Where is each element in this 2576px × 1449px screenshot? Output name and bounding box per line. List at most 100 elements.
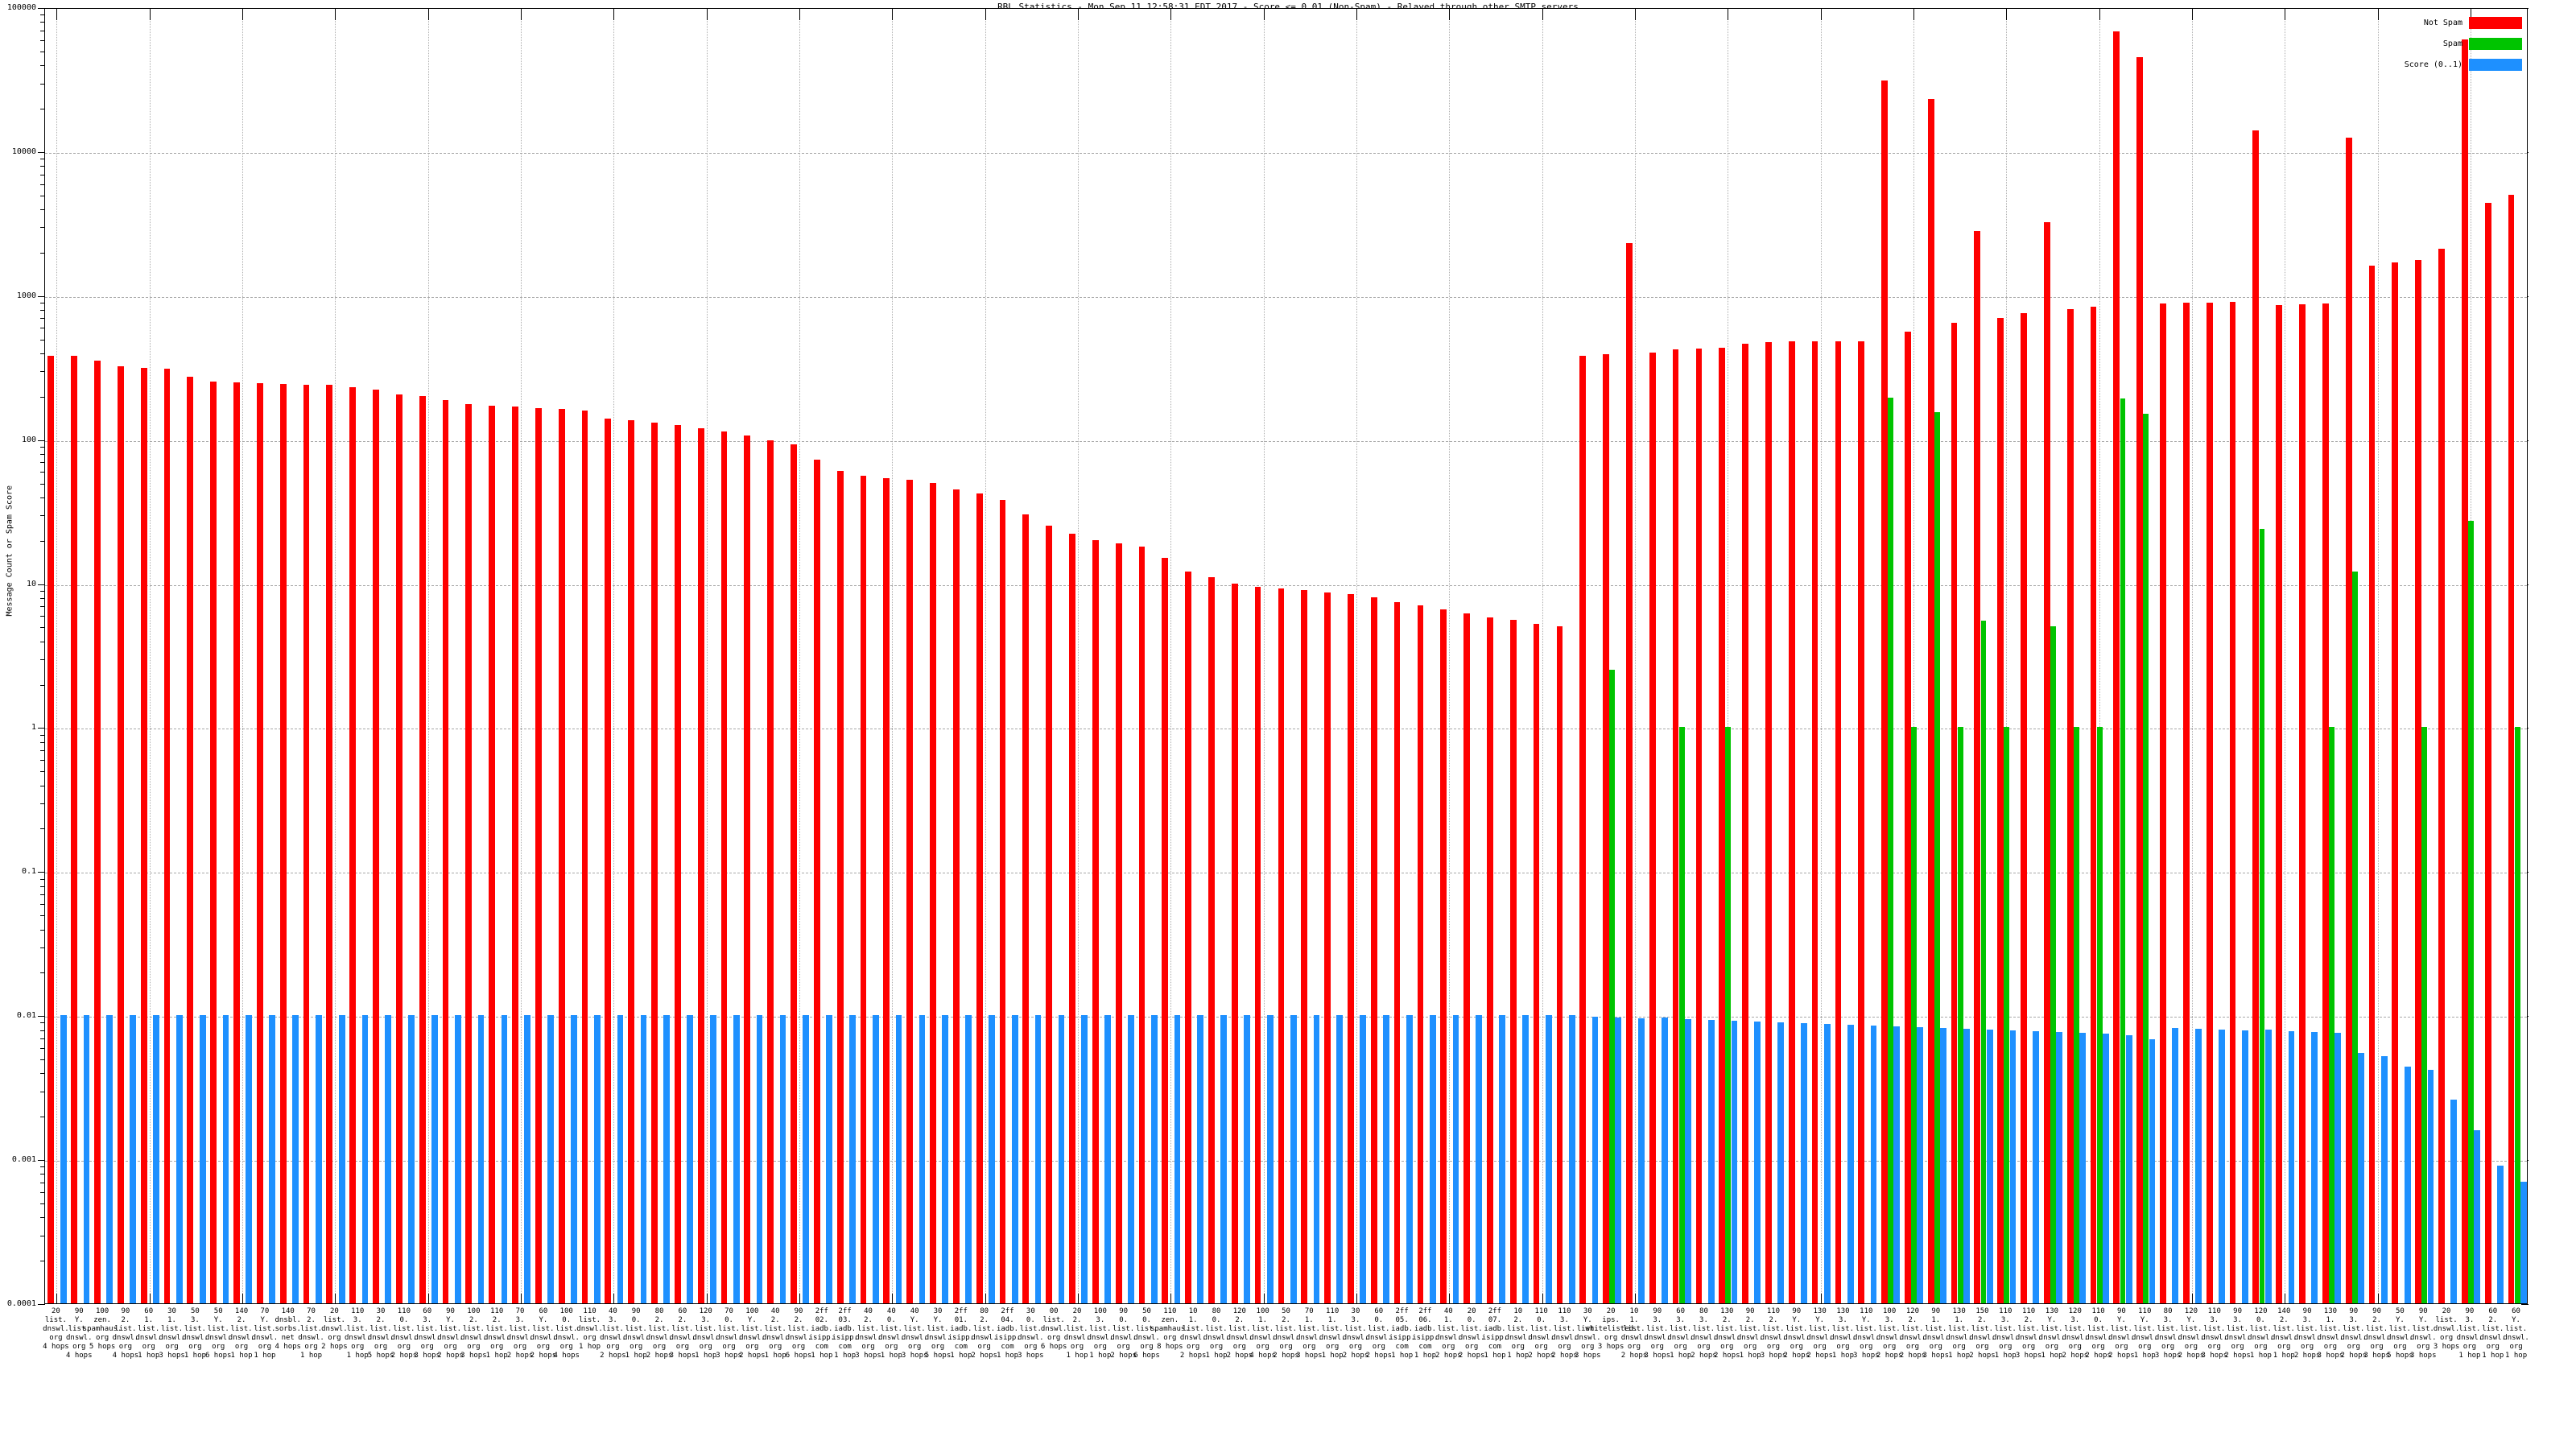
x-axis-label-line: 1 hop xyxy=(1507,1352,1530,1360)
y-tick-minor xyxy=(40,597,45,599)
x-axis-label-line: dnswl. xyxy=(1505,1334,1532,1342)
x-axis-label-line: 80 xyxy=(1699,1307,1708,1315)
x-axis-label-line: dnswl. xyxy=(1853,1334,1880,1342)
x-tick-bottom xyxy=(242,1294,244,1303)
bar-not-spam xyxy=(930,482,936,1303)
x-axis-label-line: 2 hops xyxy=(1528,1352,1554,1360)
x-axis-label: 110 3. list. dnswl. org 3 hops xyxy=(2189,1307,2240,1360)
x-axis-label-line: 2 hops xyxy=(321,1343,348,1351)
x-axis-label-line: 110 xyxy=(1558,1307,1571,1315)
bar-score xyxy=(1452,1015,1459,1303)
grid-line-vertical xyxy=(985,9,986,1303)
x-axis-label-line: 3. xyxy=(2233,1316,2242,1324)
x-tick-bottom xyxy=(149,1294,151,1303)
bar-not-spam xyxy=(187,376,194,1303)
bar-not-spam xyxy=(2160,303,2166,1303)
x-axis-label-line: org xyxy=(1720,1343,1734,1351)
x-axis-label-line: org xyxy=(861,1343,875,1351)
x-axis-label-line: org xyxy=(630,1343,643,1351)
x-axis-label-line: 3 hops xyxy=(855,1352,881,1360)
x-axis-label-line: org xyxy=(1534,1343,1548,1351)
bar-score xyxy=(1174,1015,1181,1303)
bar-not-spam xyxy=(1440,609,1447,1303)
x-axis-label-line: 2 hops xyxy=(971,1352,997,1360)
x-axis-label-line: 5 hops xyxy=(367,1352,394,1360)
x-axis-label-line: list. xyxy=(973,1325,996,1333)
x-axis-label: 20 2. list. dnswl. org 1 hop xyxy=(1051,1307,1102,1360)
bar-score xyxy=(2009,1030,2017,1303)
x-axis-label-line: 1. xyxy=(167,1316,176,1324)
bar-score xyxy=(1893,1026,1901,1303)
x-axis-label-line: 130 xyxy=(2045,1307,2059,1315)
x-axis-label-line: 2. xyxy=(1072,1316,1082,1324)
x-axis-label-line: org xyxy=(1975,1343,1989,1351)
bar-spam xyxy=(2004,727,2010,1303)
x-axis-label-line: list. xyxy=(2458,1325,2481,1333)
x-axis-label-line: 3 hops xyxy=(159,1352,185,1360)
x-axis-label-line: 110 xyxy=(1999,1307,2013,1315)
bar-score xyxy=(571,1015,577,1303)
x-axis-label-line: 2 hops xyxy=(1365,1352,1393,1360)
x-axis-label-line: 2 hops xyxy=(2108,1352,2135,1360)
y-tick-minor xyxy=(40,252,45,254)
bar-score xyxy=(2497,1166,2504,1303)
x-axis-label: 110 3. list. dnswl. org 1 hop xyxy=(1980,1307,2031,1360)
x-axis-label-line: 90 xyxy=(2349,1307,2359,1315)
legend: Not Spam Spam Score (0..1) xyxy=(2405,14,2522,76)
x-axis-label-line: dnswl. xyxy=(1620,1334,1648,1342)
bar-spam xyxy=(2351,572,2358,1303)
x-axis-label-line: dnswl. xyxy=(2293,1334,2321,1342)
bar-not-spam xyxy=(1556,626,1563,1303)
bar-score xyxy=(1684,1019,1691,1303)
bar-score xyxy=(222,1015,229,1303)
y-tick-minor xyxy=(40,659,45,661)
x-tick-bottom xyxy=(799,1294,801,1303)
x-tick-bottom xyxy=(427,1294,429,1303)
x-axis-label-line: 1 hop xyxy=(1066,1352,1088,1360)
x-axis-label-line: com xyxy=(838,1343,852,1351)
x-axis-label-line: list. xyxy=(161,1325,184,1333)
x-axis-label: 70 1. list. dnswl. org 3 hops xyxy=(1284,1307,1335,1360)
bar-not-spam xyxy=(2043,222,2050,1303)
bar-not-spam xyxy=(1046,526,1052,1303)
y-tick-minor xyxy=(40,515,45,517)
y-tick-major xyxy=(38,440,45,441)
x-axis-label-line: iadb. xyxy=(996,1325,1019,1333)
bar-score xyxy=(1986,1029,1993,1303)
y-tick-major xyxy=(38,1016,45,1018)
x-axis-label-line: org xyxy=(142,1343,155,1351)
x-axis-label-line: org xyxy=(1627,1343,1641,1351)
bar-score xyxy=(1104,1015,1111,1303)
bar-score xyxy=(477,1015,485,1303)
x-axis-label: 2ff 05. iadb. isipp. com 1 hop xyxy=(1377,1307,1427,1360)
x-axis-label-line: dnswl. xyxy=(1830,1334,1856,1342)
x-axis-label-line: 110 xyxy=(1860,1307,1873,1315)
bar-score xyxy=(1823,1024,1831,1303)
x-axis-label-line: 2 hops xyxy=(1620,1352,1648,1360)
x-axis-label-line: org xyxy=(2486,1343,2500,1351)
bar-spam xyxy=(1725,727,1732,1303)
x-axis-label-line: org xyxy=(1999,1343,2013,1351)
bar-not-spam xyxy=(535,407,542,1303)
x-axis-label-line: 3. xyxy=(190,1316,200,1324)
x-axis-label-line: Y. xyxy=(446,1316,455,1324)
y-tick-minor xyxy=(40,184,45,185)
x-axis-label-line: org xyxy=(1697,1343,1711,1351)
x-axis-label-line: 2 hops xyxy=(437,1352,464,1360)
x-axis-label-line: 2 hops xyxy=(2085,1352,2112,1360)
x-axis-label-line: 1 hop xyxy=(230,1352,253,1360)
x-axis-label-line: dnswl. xyxy=(1040,1325,1067,1333)
x-axis-label-line: dnswl. xyxy=(159,1334,185,1342)
x-axis-label-line: 120 xyxy=(699,1307,712,1315)
x-axis-label-line: list. xyxy=(2227,1325,2249,1333)
x-axis-label-line: 120 xyxy=(1232,1307,1246,1315)
x-axis-label-line: list. xyxy=(346,1325,369,1333)
x-axis-label: 50 0. list. dnswl. org 6 hops xyxy=(1121,1307,1172,1360)
x-axis-label: 110 list. dnswl. org 1 hop xyxy=(564,1307,615,1352)
y-tick-minor xyxy=(40,1203,45,1204)
bar-spam xyxy=(2050,626,2056,1303)
x-axis-label-line: dnswl. xyxy=(2038,1334,2066,1342)
x-axis-label-line: dnswl. xyxy=(2340,1334,2367,1342)
x-axis-label-line: list. xyxy=(2110,1325,2132,1333)
x-axis-label-line: 50 xyxy=(190,1307,200,1315)
